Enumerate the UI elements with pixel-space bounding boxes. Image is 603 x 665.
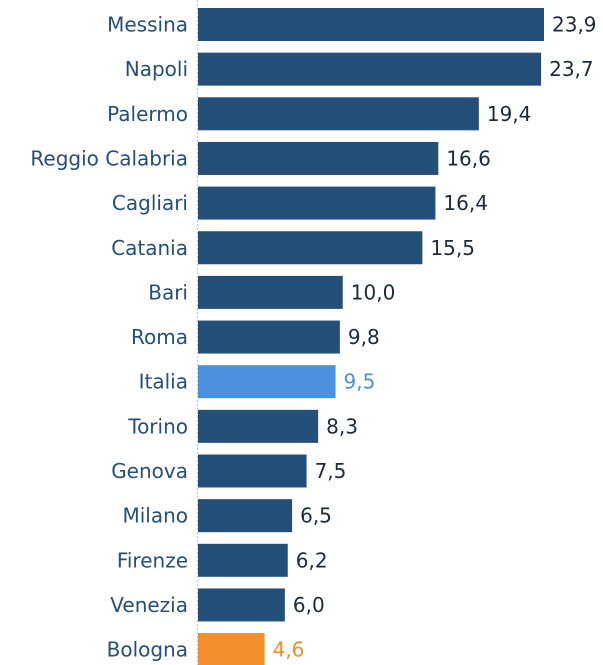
- category-label-bari: Bari: [148, 280, 188, 304]
- category-label-napoli: Napoli: [125, 57, 188, 81]
- category-label-catania: Catania: [111, 236, 188, 260]
- value-label-bologna: 4,6: [273, 638, 305, 662]
- bar-venezia: [198, 588, 285, 622]
- value-label-napoli: 23,7: [549, 57, 594, 81]
- value-label-bari: 10,0: [351, 280, 396, 304]
- category-label-genova: Genova: [111, 459, 188, 483]
- bar-reggio-calabria: [198, 141, 439, 175]
- category-label-roma: Roma: [131, 325, 188, 349]
- value-label-firenze: 6,2: [296, 548, 328, 572]
- value-label-catania: 15,5: [430, 236, 475, 260]
- category-labels-group: Messina Napoli Palermo Reggio Calabria Cagli…: [30, 13, 188, 662]
- bars-group: [198, 8, 544, 665]
- value-label-roma: 9,8: [348, 325, 380, 349]
- category-label-torino: Torino: [127, 414, 188, 438]
- category-label-messina: Messina: [107, 13, 188, 37]
- bar-genova: [198, 454, 307, 488]
- value-label-italia: 9,5: [344, 370, 376, 394]
- bar-italia: [198, 365, 336, 399]
- value-label-cagliari: 16,4: [443, 191, 488, 215]
- category-label-cagliari: Cagliari: [112, 191, 188, 215]
- category-label-venezia: Venezia: [110, 593, 188, 617]
- value-label-milano: 6,5: [300, 504, 332, 528]
- bar-messina: [198, 8, 544, 41]
- value-labels-group: 23,9 23,7 19,4 16,6 16,4 15,5 10,0 9,8 9,5 8,3 7,5…: [273, 13, 597, 662]
- bar-firenze: [198, 543, 288, 577]
- category-label-firenze: Firenze: [117, 548, 188, 572]
- category-label-bologna: Bologna: [107, 638, 188, 662]
- value-label-reggio-calabria: 16,6: [446, 146, 491, 170]
- bar-palermo: [198, 97, 479, 131]
- bar-roma: [198, 320, 340, 354]
- value-label-messina: 23,9: [552, 13, 597, 37]
- bar-cagliari: [198, 186, 436, 220]
- bar-bari: [198, 275, 343, 309]
- value-label-venezia: 6,0: [293, 593, 325, 617]
- category-label-reggio-calabria: Reggio Calabria: [30, 146, 188, 170]
- bar-napoli: [198, 52, 542, 86]
- value-label-torino: 8,3: [326, 414, 358, 438]
- category-label-milano: Milano: [122, 504, 188, 528]
- bar-bologna: [198, 633, 265, 665]
- value-label-genova: 7,5: [315, 459, 347, 483]
- category-label-palermo: Palermo: [107, 102, 188, 126]
- category-label-italia: Italia: [139, 370, 188, 394]
- bar-torino: [198, 409, 319, 443]
- bar-catania: [198, 231, 423, 265]
- bar-milano: [198, 499, 293, 533]
- value-label-palermo: 19,4: [487, 102, 532, 126]
